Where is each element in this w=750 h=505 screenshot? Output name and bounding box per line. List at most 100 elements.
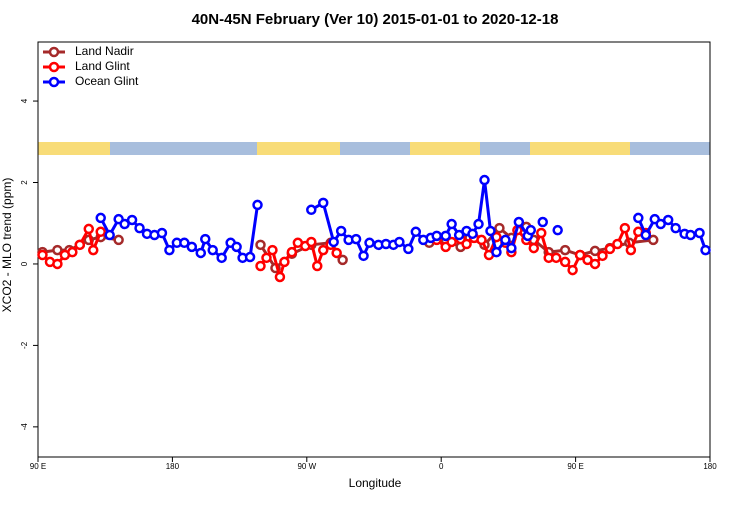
data-point	[403, 243, 414, 255]
data-point	[364, 237, 375, 249]
data-point	[306, 236, 317, 248]
data-point	[467, 228, 478, 240]
legend-marker	[48, 76, 60, 88]
data-point	[216, 252, 227, 264]
data-point	[337, 254, 348, 266]
data-point	[567, 264, 578, 276]
data-point	[694, 227, 705, 239]
data-point	[52, 244, 63, 256]
data-point	[528, 242, 540, 254]
data-point	[74, 239, 86, 251]
data-point	[440, 230, 451, 242]
data-point	[589, 245, 601, 257]
data-point	[461, 238, 472, 250]
data-point	[37, 249, 48, 261]
data-point	[394, 236, 405, 248]
data-point	[604, 243, 616, 255]
data-point	[317, 244, 329, 256]
data-point	[95, 212, 106, 224]
data-point	[255, 239, 266, 251]
x-tick-label: 180	[703, 462, 717, 471]
data-point	[453, 229, 465, 241]
data-point	[306, 204, 317, 216]
data-point	[662, 214, 674, 226]
x-axis-label: Longitude	[349, 476, 402, 490]
data-point	[431, 230, 442, 242]
data-point	[473, 218, 484, 230]
data-point	[559, 244, 571, 256]
data-point	[525, 224, 537, 236]
y-tick-label: 4	[20, 98, 29, 103]
data-point	[252, 199, 263, 211]
data-point	[597, 250, 608, 262]
legend-marker	[48, 61, 60, 73]
data-point	[655, 218, 666, 230]
data-point	[513, 216, 525, 228]
data-point	[261, 252, 272, 264]
data-point	[67, 246, 78, 258]
data-point	[134, 222, 145, 234]
x-tick-label: 90 E	[30, 462, 46, 471]
data-point	[164, 244, 175, 256]
data-point	[640, 229, 652, 241]
data-point	[200, 233, 211, 245]
data-point	[331, 247, 342, 259]
data-point	[113, 234, 124, 246]
data-point	[274, 271, 286, 283]
data-point	[231, 241, 242, 253]
data-point	[446, 218, 457, 230]
data-point	[126, 214, 138, 226]
data-point	[104, 229, 115, 241]
data-point	[700, 244, 711, 256]
legend-label: Land Nadir	[75, 44, 134, 58]
data-point	[350, 233, 362, 245]
data-point	[552, 224, 563, 236]
data-point	[670, 222, 681, 234]
data-point	[619, 222, 631, 234]
legend-marker	[48, 46, 60, 58]
data-point	[494, 222, 505, 234]
data-point	[267, 244, 278, 256]
y-axis-label: XCO2 - MLO trend (ppm)	[0, 178, 14, 313]
data-point	[312, 260, 323, 272]
x-tick-label: 90 W	[297, 462, 316, 471]
data-point	[550, 252, 562, 264]
y-tick-label: -4	[20, 423, 29, 431]
data-point	[317, 197, 329, 209]
data-point	[479, 174, 490, 186]
data-point	[574, 249, 586, 261]
data-point	[491, 246, 502, 258]
data-point	[506, 242, 517, 254]
data-point	[286, 246, 298, 258]
data-point	[685, 229, 696, 241]
data-point	[156, 227, 168, 239]
data-point	[88, 244, 99, 256]
y-tick-label: -2	[20, 341, 29, 349]
data-point	[186, 241, 198, 253]
data-point	[410, 226, 422, 238]
data-point	[255, 260, 266, 272]
data-point	[83, 223, 95, 235]
data-point	[589, 258, 601, 270]
data-point	[446, 236, 457, 248]
data-point	[358, 250, 369, 262]
data-point	[537, 216, 548, 228]
data-point	[625, 244, 637, 256]
data-point	[612, 238, 623, 250]
y-tick-label: 2	[20, 180, 29, 185]
data-point	[335, 225, 347, 237]
data-point	[244, 251, 256, 263]
data-point	[119, 218, 130, 230]
y-tick-label: 0	[20, 261, 29, 266]
data-point	[207, 244, 218, 256]
data-point	[52, 258, 63, 270]
x-tick-label: 0	[439, 462, 444, 471]
data-point	[195, 247, 207, 259]
x-tick-label: 180	[166, 462, 180, 471]
legend-label: Ocean Glint	[75, 74, 139, 88]
data-point	[500, 234, 511, 246]
data-point	[633, 212, 644, 224]
x-tick-label: 90 E	[567, 462, 583, 471]
data-point	[328, 236, 339, 248]
